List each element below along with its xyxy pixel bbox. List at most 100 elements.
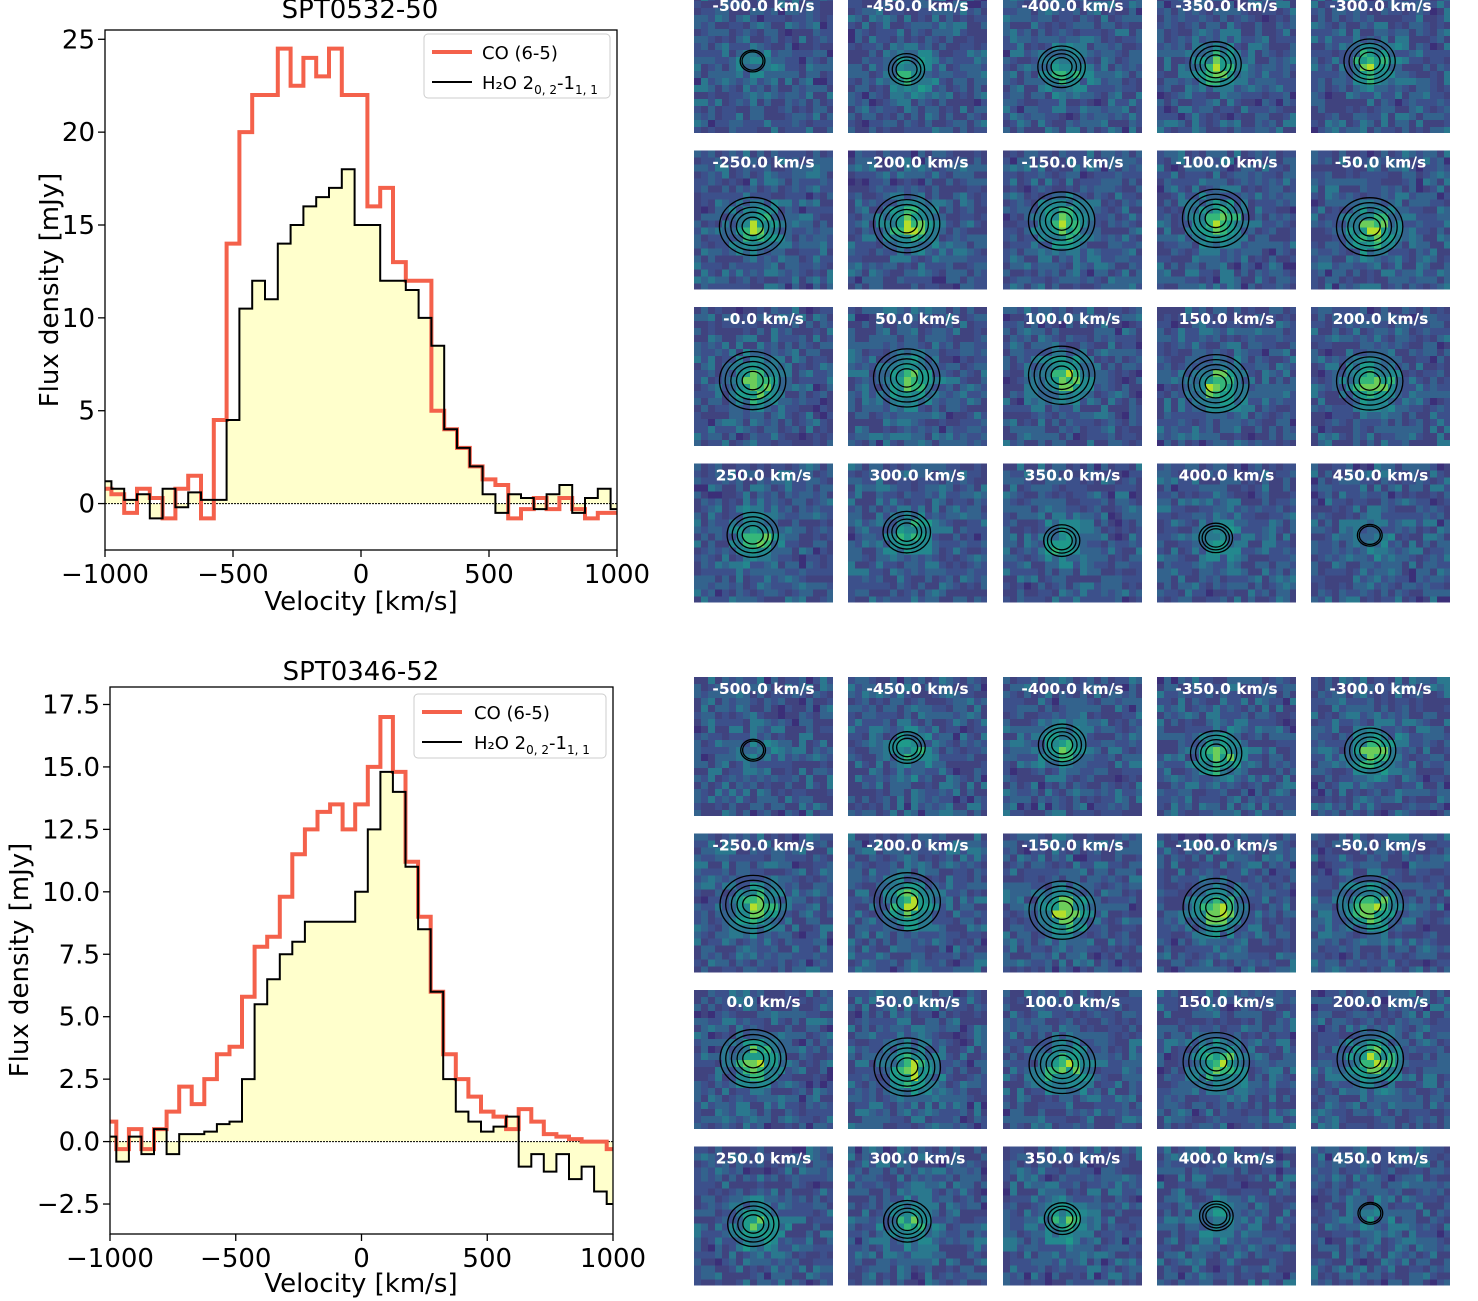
contour (1342, 1034, 1399, 1084)
channel-map-pixels (1003, 990, 1142, 1129)
channel-map-panel: 400.0 km/s (1157, 463, 1296, 603)
contour (1188, 1036, 1245, 1087)
channel-velocity-label: -100.0 km/s (1175, 154, 1277, 172)
contour (1202, 1203, 1231, 1229)
contour (1341, 202, 1398, 252)
channel-map-pixels (848, 833, 987, 973)
channel-velocity-label: 200.0 km/s (1333, 993, 1429, 1011)
channel-map-pixels (1311, 990, 1450, 1129)
contour (1347, 1039, 1393, 1079)
contour (719, 874, 788, 935)
channel-map-grid-bottom: -500.0 km/s -450.0 km/s -400.0 km/s -350.0 … (694, 677, 1450, 1286)
y-tick-label: 2.5 (59, 1065, 100, 1095)
channel-map-pixels (1157, 677, 1296, 816)
channel-map-pixels (848, 150, 987, 290)
channel-velocity-label: -150.0 km/s (1021, 837, 1123, 855)
channel-map-pixels (1157, 0, 1296, 133)
spectrum-bottom-xlabel: Velocity [km/s] (264, 1269, 457, 1299)
contour (730, 360, 776, 401)
channel-velocity-label: 450.0 km/s (1333, 1150, 1429, 1168)
contour (1050, 365, 1073, 386)
contour (1181, 353, 1250, 414)
y-tick-label: 0.0 (59, 1128, 100, 1158)
contour (1043, 524, 1081, 558)
y-tick-label: 17.5 (42, 690, 100, 720)
contour (727, 1200, 780, 1248)
channel-map-pixels (1311, 0, 1450, 133)
channel-map-panel: -100.0 km/s (1157, 833, 1296, 973)
contour (1193, 363, 1239, 404)
contour (1198, 1200, 1234, 1232)
contour (896, 891, 919, 912)
contour (884, 1047, 930, 1087)
contour (1194, 45, 1237, 83)
contour (1359, 1049, 1382, 1069)
series-h2o-line (110, 770, 613, 1205)
contour (1037, 723, 1087, 767)
contour (1343, 727, 1397, 774)
contour (736, 889, 771, 920)
spectrum-top-yticks: 0 5 10 15 20 25 (62, 25, 105, 520)
channel-map-pixels (1157, 990, 1296, 1129)
spectrum-top: SPT0532-50 −1000 −500 0 500 1000 0510152025 … (35, 0, 650, 617)
channel-map-panel: -500.0 km/s (694, 677, 833, 816)
contour (884, 881, 930, 922)
x-tick-label: −1000 (61, 560, 149, 590)
y-tick-label: 7.5 (59, 940, 100, 970)
contour (1046, 527, 1077, 554)
y-tick-label: 10.0 (42, 878, 100, 908)
contour (896, 1057, 919, 1077)
contour (737, 1209, 770, 1239)
contour (731, 516, 774, 554)
channel-map-panel: 100.0 km/s (1003, 307, 1142, 446)
channel-map-panel: -50.0 km/s (1311, 833, 1450, 973)
contour (724, 355, 781, 406)
channel-map-panel: -200.0 km/s (848, 833, 987, 973)
contour (1199, 739, 1233, 768)
channel-map-panel: -350.0 km/s (1157, 677, 1296, 816)
legend-label-h2o: H₂O 20, 2-11, 1 (482, 73, 598, 97)
channel-map-panel: 200.0 km/s (1311, 307, 1450, 446)
channel-map-panel: -500.0 km/s (694, 0, 833, 133)
channel-velocity-label: -50.0 km/s (1335, 837, 1426, 855)
spectrum-bottom-yticks: −2.5 0.0 2.5 5.0 7.5 10.0 12.5 15.0 17.5 (37, 690, 110, 1220)
legend-label-h2o: H₂O 20, 2-11, 1 (474, 733, 590, 757)
channel-velocity-label: 350.0 km/s (1025, 1150, 1121, 1168)
spectrum-bottom-ylabel: Flux density [mJy] (5, 843, 35, 1078)
contour (1335, 197, 1404, 257)
contour (891, 56, 922, 83)
y-tick-label: 0 (78, 490, 95, 520)
channel-velocity-label: 100.0 km/s (1025, 993, 1121, 1011)
channel-velocity-label: 200.0 km/s (1333, 310, 1429, 328)
contour (1037, 45, 1086, 89)
contour (884, 203, 930, 244)
channel-velocity-label: -150.0 km/s (1021, 154, 1123, 172)
channel-map-pixels (694, 1146, 833, 1286)
channel-velocity-label: 300.0 km/s (870, 1150, 966, 1168)
y-tick-label: 15 (62, 211, 95, 241)
spectrum-bottom-xticks: −1000 −500 0 500 1000 (66, 1234, 646, 1274)
channel-velocity-label: -250.0 km/s (712, 837, 814, 855)
contour (1187, 193, 1244, 244)
contour (1028, 880, 1097, 940)
contour (1205, 897, 1228, 918)
channel-map-panel: -300.0 km/s (1311, 677, 1450, 816)
channel-velocity-label: 50.0 km/s (875, 993, 960, 1011)
contour (1204, 528, 1227, 548)
channel-map-panel: 200.0 km/s (1311, 990, 1450, 1129)
channel-velocity-label: 150.0 km/s (1179, 310, 1275, 328)
channel-map-panel: -50.0 km/s (1311, 150, 1450, 290)
contour (718, 350, 787, 411)
contour (1193, 198, 1239, 239)
contour (1034, 1039, 1091, 1090)
contour (1348, 42, 1391, 81)
contour (1181, 188, 1250, 249)
channel-velocity-label: 150.0 km/s (1179, 993, 1275, 1011)
y-tick-label: 5.0 (59, 1003, 100, 1033)
channel-map-panel: 150.0 km/s (1157, 990, 1296, 1129)
contour (1336, 1029, 1405, 1089)
channel-map-pixels (1311, 1146, 1450, 1286)
spectrum-bottom-legend: CO (6-5) H₂O 20, 2-11, 1 (413, 693, 607, 759)
channel-velocity-label: -300.0 km/s (1329, 680, 1431, 698)
contour (895, 368, 918, 388)
